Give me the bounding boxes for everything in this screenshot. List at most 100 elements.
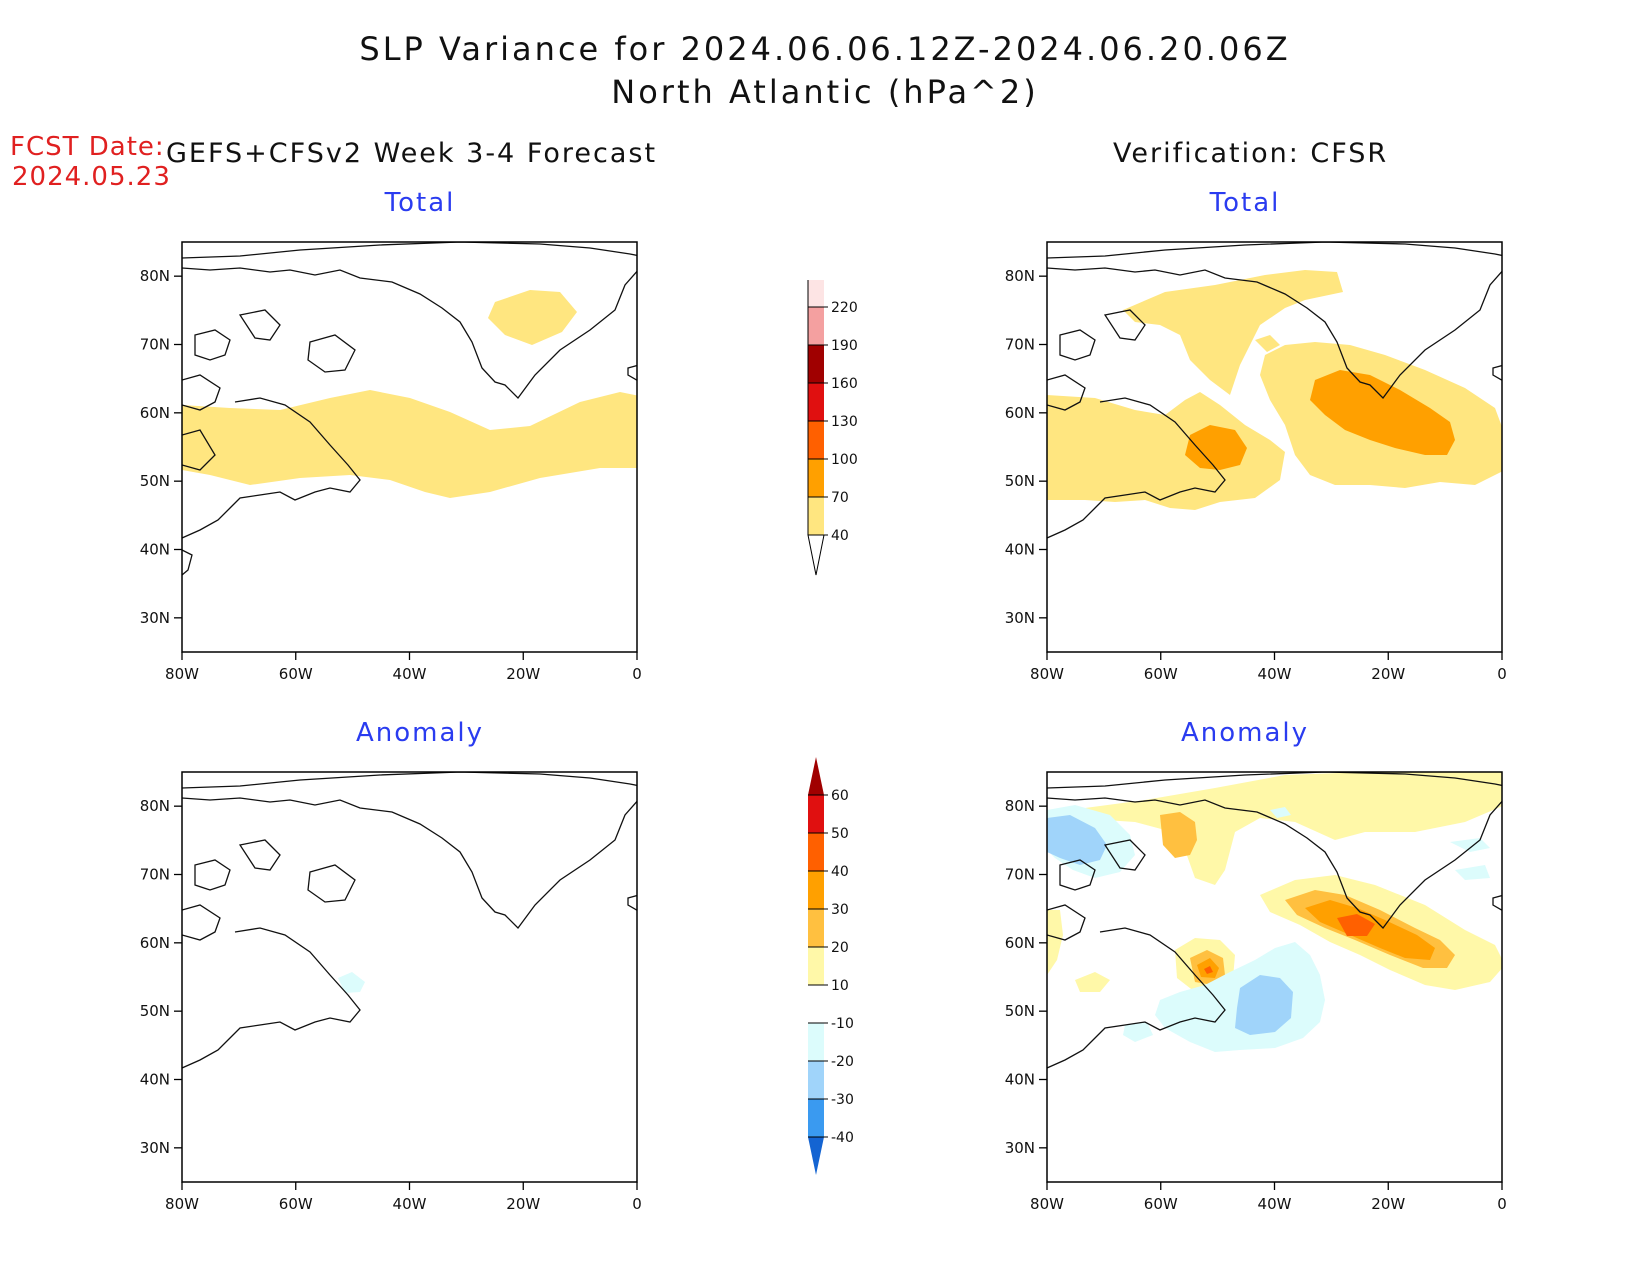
x-tick-label: 20W	[1371, 1195, 1405, 1213]
colorbar-label: 130	[831, 414, 858, 430]
x-tick-label: 80W	[1030, 1195, 1064, 1213]
x-tick-label: 0	[632, 665, 642, 683]
y-tick-label: 50N	[1005, 1002, 1035, 1020]
x-tick-label: 60W	[279, 665, 313, 683]
anomaly-fill-neg20-neg30	[1047, 815, 1107, 865]
x-tick-label: 80W	[165, 665, 199, 683]
colorbar-segment	[808, 985, 824, 1023]
colorbar-segment	[808, 1061, 824, 1099]
colorbar-segment	[808, 1023, 824, 1061]
y-tick-label: 60N	[1005, 934, 1035, 952]
variance-fill-40-70	[1123, 270, 1343, 395]
x-tick-label: 40W	[1258, 1195, 1292, 1213]
x-tick-label: 0	[632, 1195, 642, 1213]
y-tick-label: 60N	[140, 934, 170, 952]
anomaly-colorbar: 60 50 40 30 20 10 -10 -20 -30 -40	[808, 757, 854, 1175]
colorbar-segment	[808, 280, 824, 307]
anomaly-fill-neg10-neg20	[1123, 1022, 1153, 1042]
verification-column-header: Verification: CFSR	[1113, 138, 1389, 169]
y-tick-label: 80N	[1005, 267, 1035, 285]
colorbar-label: 30	[831, 902, 849, 918]
y-tick-label: 70N	[1005, 866, 1035, 884]
x-tick-label: 40W	[393, 1195, 427, 1213]
forecast-column-header: GEFS+CFSv2 Week 3-4 Forecast	[166, 138, 658, 169]
forecast-total-map: 80W 60W 40W 20W 0 80N 70N 60N 50N 40N 30N	[140, 241, 642, 683]
y-tick-label: 40N	[140, 1071, 170, 1089]
colorbar-label: 100	[831, 452, 858, 468]
coastline	[1047, 242, 1502, 539]
y-tick-label: 70N	[140, 336, 170, 354]
y-tick-label: 30N	[1005, 609, 1035, 627]
colorbar-segment	[808, 307, 824, 345]
colorbar-segment	[808, 345, 824, 383]
colorbar-label: 70	[831, 490, 849, 506]
fcst-date-label: FCST Date:	[10, 132, 165, 162]
anomaly-fill-neg10-neg20	[338, 972, 365, 993]
y-tick-label: 50N	[140, 1002, 170, 1020]
colorbar-label: 60	[831, 788, 849, 804]
y-tick-label: 60N	[1005, 404, 1035, 422]
main-title: SLP Variance for 2024.06.06.12Z-2024.06.…	[359, 30, 1291, 68]
coastline	[182, 772, 637, 1069]
x-tick-label: 60W	[1144, 1195, 1178, 1213]
y-tick-label: 50N	[1005, 472, 1035, 490]
anomaly-fill-10-20	[1075, 972, 1110, 992]
verification-anomaly-map: 80W 60W 40W 20W 0 80N 70N 60N 50N 40N 30N	[1005, 771, 1507, 1213]
total-colorbar: 40 70 100 130 160 190 220	[807, 280, 858, 576]
colorbar-segment	[808, 947, 824, 985]
colorbar-segment	[808, 795, 824, 833]
colorbar-label: 190	[831, 338, 858, 354]
forecast-anomaly-map: 80W 60W 40W 20W 0 80N 70N 60N 50N 40N 30N	[140, 771, 642, 1213]
verification-anomaly-title: Anomaly	[1180, 718, 1310, 748]
variance-fill-40-70	[488, 290, 577, 345]
colorbar-segment	[808, 459, 824, 497]
verification-total-title: Total	[1209, 188, 1281, 218]
forecast-total-title: Total	[384, 188, 456, 218]
y-tick-label: 80N	[140, 797, 170, 815]
variance-fill-40-70	[1047, 392, 1285, 510]
x-tick-label: 20W	[1371, 665, 1405, 683]
forecast-anomaly-title: Anomaly	[355, 718, 485, 748]
variance-fill-40-70	[182, 390, 637, 498]
colorbar-segment	[808, 383, 824, 421]
colorbar-label: -10	[831, 1016, 854, 1032]
colorbar-lower-extension	[807, 534, 825, 576]
fcst-date-value: 2024.05.23	[12, 162, 171, 192]
y-tick-label: 50N	[140, 472, 170, 490]
anomaly-fill-20-30	[1160, 812, 1197, 858]
colorbar-segment	[808, 909, 824, 947]
y-tick-label: 80N	[140, 267, 170, 285]
colorbar-lower-extension	[808, 1137, 824, 1175]
x-tick-label: 80W	[165, 1195, 199, 1213]
y-tick-label: 70N	[1005, 336, 1035, 354]
anomaly-fill-40-50	[1204, 966, 1213, 974]
map-frame	[181, 771, 638, 1183]
anomaly-fill-neg10-neg20	[1270, 807, 1291, 818]
x-tick-label: 0	[1497, 1195, 1507, 1213]
colorbar-label: -40	[831, 1130, 854, 1146]
colorbar-label: 10	[831, 978, 849, 994]
variance-fill-70-100	[1310, 370, 1455, 455]
x-tick-label: 40W	[393, 665, 427, 683]
colorbar-upper-extension	[808, 757, 824, 795]
colorbar-segment	[808, 497, 824, 535]
anomaly-fill-10-20	[1047, 910, 1063, 975]
anomaly-fill-neg10-neg20	[1450, 838, 1490, 852]
main-subtitle: North Atlantic (hPa^2)	[611, 73, 1039, 111]
y-tick-label: 60N	[140, 404, 170, 422]
colorbar-label: -30	[831, 1092, 854, 1108]
x-tick-label: 20W	[506, 665, 540, 683]
colorbar-label: 160	[831, 376, 858, 392]
colorbar-segment	[808, 421, 824, 459]
colorbar-label: 20	[831, 940, 849, 956]
x-tick-label: 60W	[1144, 665, 1178, 683]
colorbar-segment	[808, 871, 824, 909]
anomaly-fill-neg10-neg20	[1455, 865, 1490, 880]
coastline	[182, 242, 637, 576]
variance-fill-40-70	[1255, 335, 1280, 352]
y-tick-label: 40N	[1005, 541, 1035, 559]
y-tick-label: 30N	[1005, 1139, 1035, 1157]
x-tick-label: 80W	[1030, 665, 1064, 683]
anomaly-fill-10-20	[1085, 772, 1502, 885]
y-tick-label: 30N	[140, 609, 170, 627]
